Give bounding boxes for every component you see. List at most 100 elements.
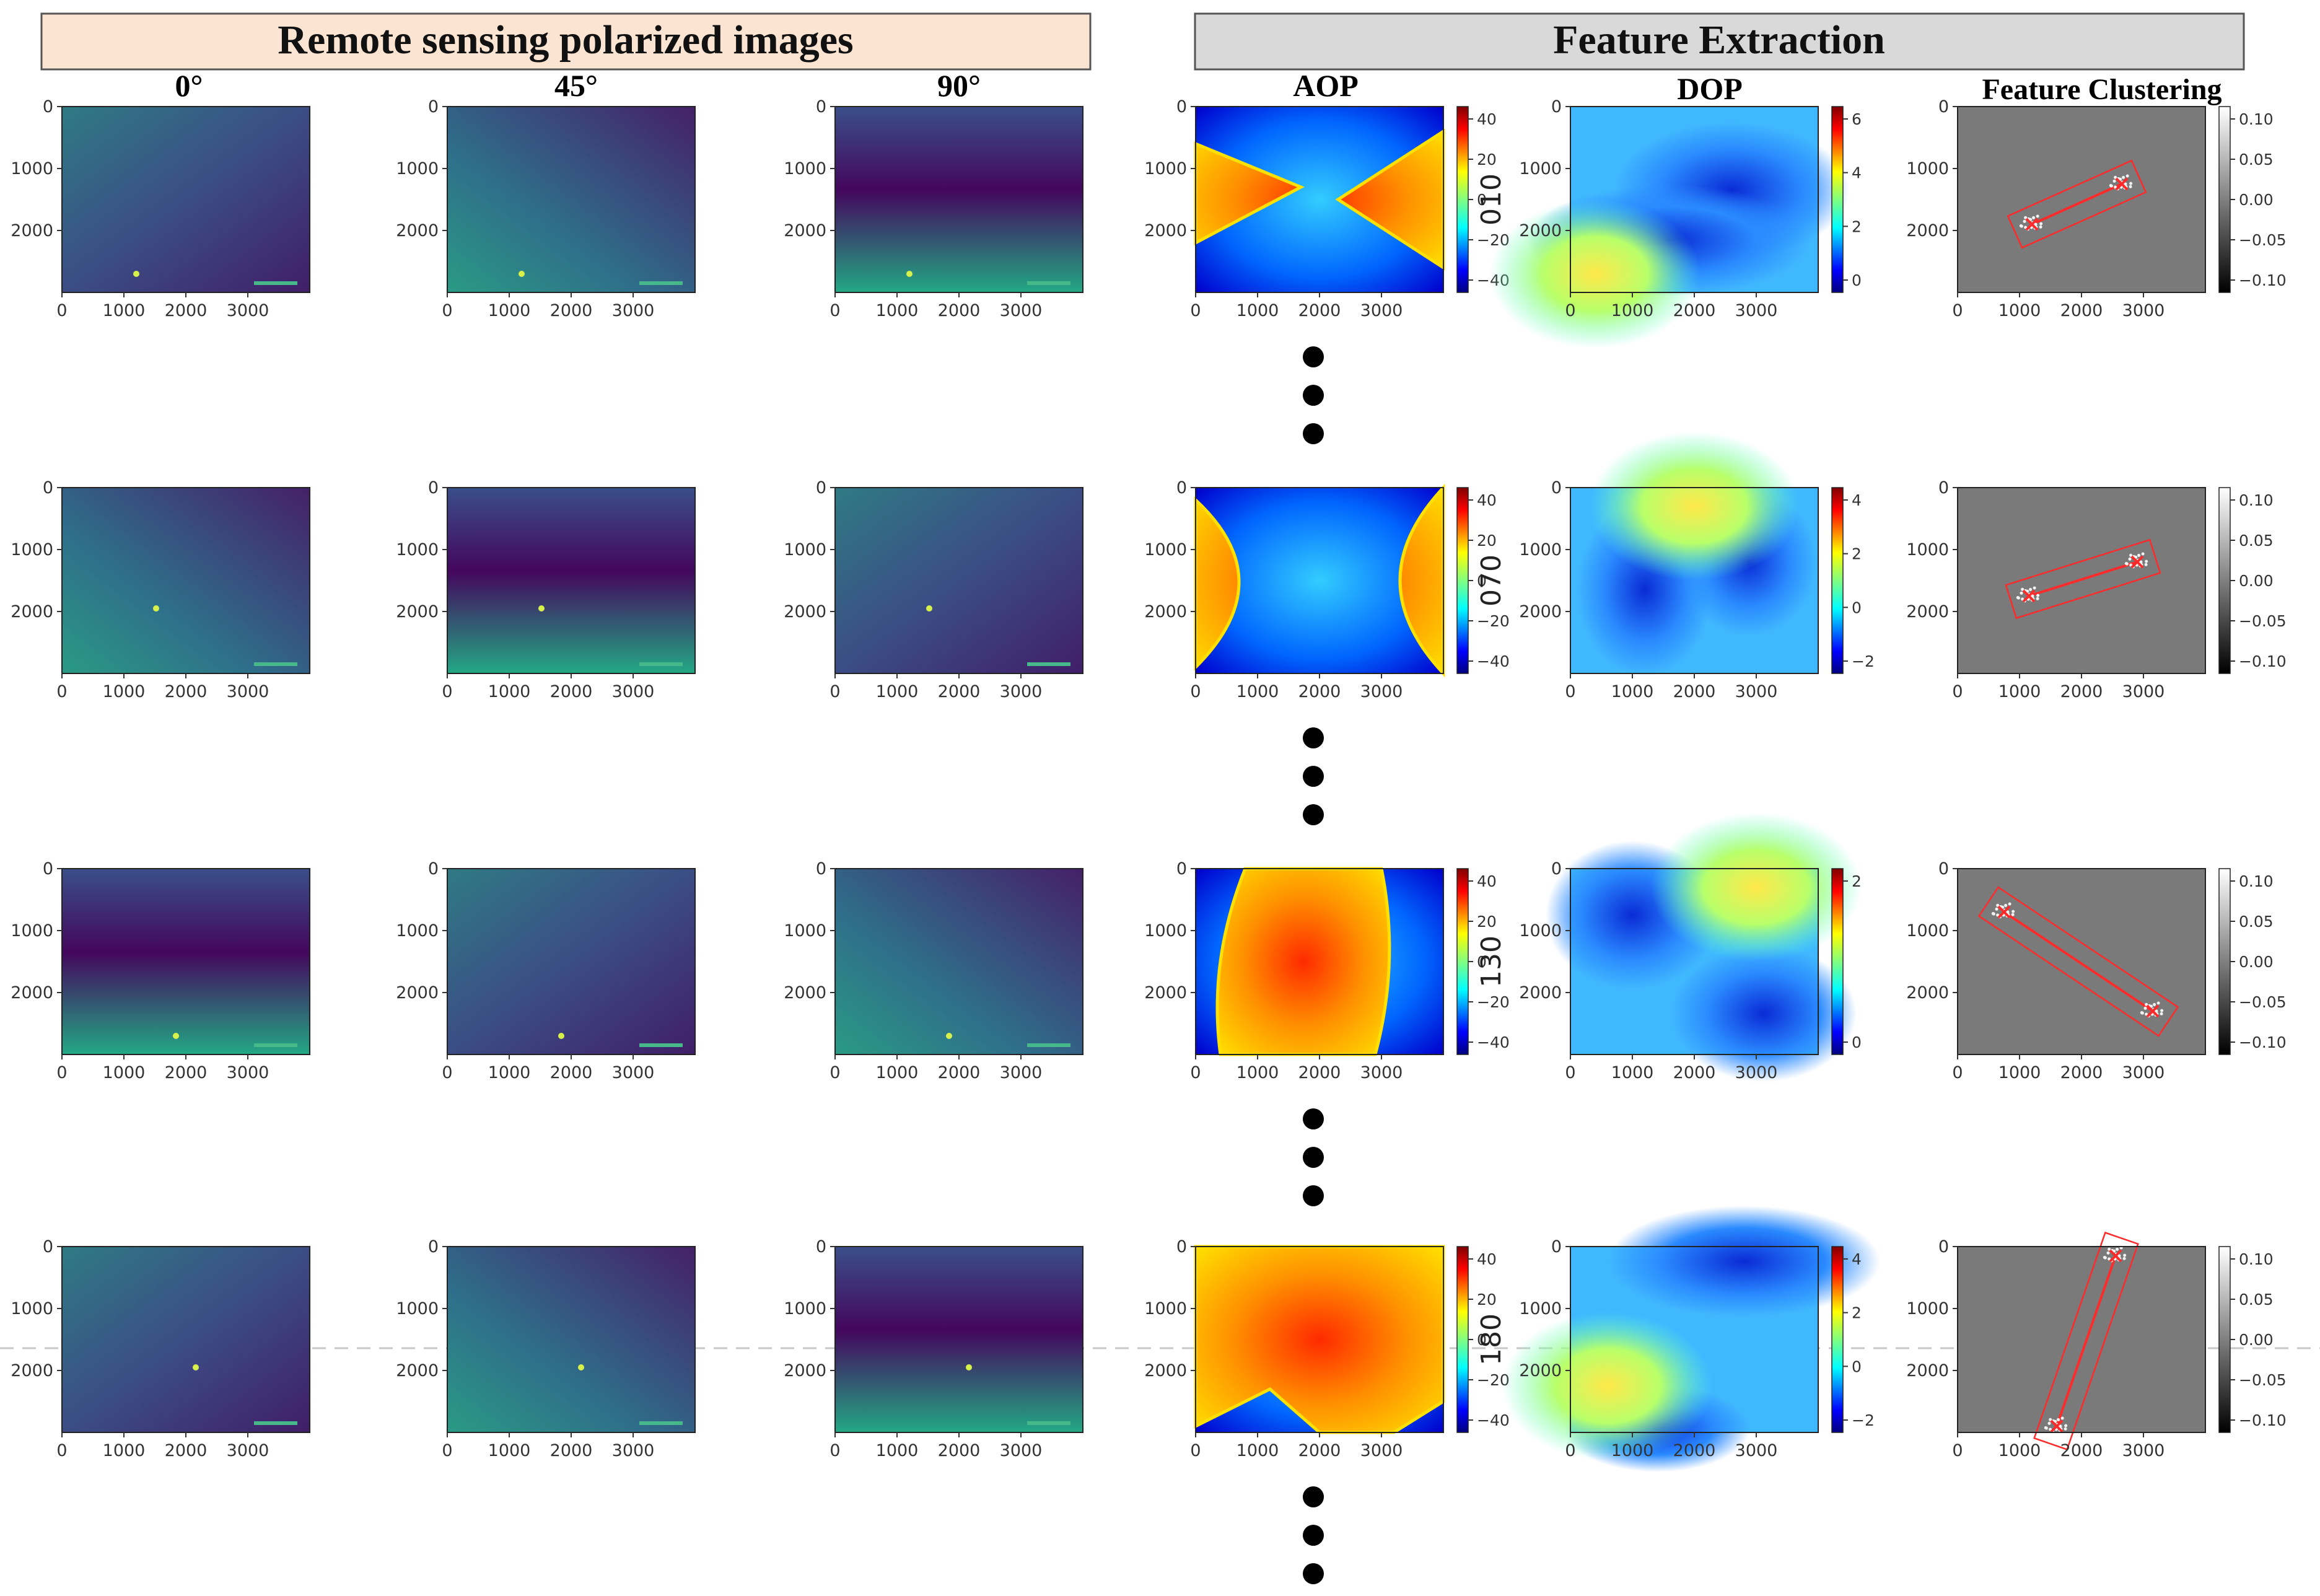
cluster-point [2024, 216, 2028, 219]
column-title-90deg: 90° [937, 68, 981, 103]
scale-bar [254, 1043, 297, 1047]
panel-dop: 0 1000 2000 0 1000 2000 3000 4 2 0 −2 [1502, 1206, 1880, 1472]
y-tick-label: 0 [1176, 97, 1187, 116]
cluster-point [2141, 552, 2145, 556]
angle-label: 180 [1476, 1313, 1507, 1366]
y-tick-label: 0 [816, 859, 826, 879]
cluster-point [2029, 587, 2033, 591]
x-tick-label: 1000 [1611, 301, 1654, 320]
cluster-point [2036, 597, 2039, 600]
panel-0deg: 0 1000 2000 0 1000 2000 3000 [11, 478, 310, 701]
cluster-point [2129, 182, 2133, 185]
x-tick-label: 2000 [165, 1063, 208, 1082]
x-tick-label: 0 [830, 1441, 840, 1460]
colorbar-tick-label: 0 [1852, 271, 1862, 289]
bright-speck [906, 271, 913, 277]
y-tick-label: 0 [816, 1237, 826, 1256]
dop-high-region [1490, 200, 1701, 348]
cluster-point [2125, 562, 2129, 566]
x-tick-label: 3000 [227, 682, 269, 701]
header-right-box: Feature Extraction [1194, 12, 2245, 71]
x-tick-label: 0 [1565, 1063, 1575, 1082]
colorbar-tick-label: 0.00 [2239, 191, 2274, 209]
x-tick-label: 3000 [1735, 1441, 1778, 1460]
cluster-bounding-box [2007, 159, 2147, 249]
y-tick-label: 2000 [396, 221, 439, 240]
header-right-title: Feature Extraction [1553, 17, 1885, 63]
x-tick-label: 1000 [1998, 1441, 2041, 1460]
dop-high-region [1502, 1312, 1713, 1460]
cluster-centroid-marker [2146, 1004, 2160, 1018]
colorbar-tick-label: 2 [1852, 545, 1862, 563]
cluster-centroid-marker [2022, 589, 2036, 603]
y-tick-label: 2000 [1144, 602, 1187, 621]
y-tick-label: 0 [1176, 1237, 1187, 1256]
colorbar-tick-label: 2 [1852, 217, 1862, 235]
scale-bar [254, 281, 297, 285]
y-tick-label: 0 [43, 478, 53, 498]
x-tick-label: 3000 [1360, 682, 1403, 701]
bright-speck [153, 605, 159, 612]
scale-bar [639, 1043, 683, 1047]
colorbar-tick-label: 40 [1477, 110, 1497, 128]
x-tick-label: 2000 [165, 682, 208, 701]
y-tick-label: 0 [1551, 1237, 1562, 1256]
x-tick-label: 0 [1952, 1441, 1963, 1460]
aop-colorbar [1456, 868, 1469, 1055]
x-tick-label: 1000 [103, 1441, 146, 1460]
header-left-title: Remote sensing polarized images [278, 17, 853, 63]
x-tick-label: 1000 [1998, 301, 2041, 320]
cluster-point [2129, 563, 2133, 567]
dop-low-region [1608, 1206, 1880, 1317]
column-title-0deg: 0° [175, 68, 203, 103]
scale-bar [639, 662, 683, 666]
y-tick-label: 0 [1938, 859, 1949, 879]
x-tick-label: 3000 [2122, 301, 2165, 320]
cluster-point [2114, 175, 2117, 179]
y-tick-label: 0 [816, 97, 826, 116]
y-tick-label: 2000 [1144, 221, 1187, 240]
ellipsis-dot [1303, 766, 1324, 787]
y-tick-label: 0 [1176, 478, 1187, 498]
x-tick-label: 1000 [103, 301, 146, 320]
y-tick-label: 1000 [1144, 540, 1187, 559]
scale-bar [1027, 1043, 1070, 1047]
cluster-point [2004, 903, 2008, 907]
header-left-box: Remote sensing polarized images [40, 12, 1092, 71]
cluster-point [2047, 1421, 2051, 1425]
colorbar-tick-label: −0.10 [2239, 1411, 2287, 1429]
y-tick-label: 0 [1938, 478, 1949, 498]
y-tick-label: 0 [428, 478, 439, 498]
scale-bar [639, 1421, 683, 1425]
bright-speck [193, 1364, 199, 1370]
cluster-centroid-marker [1997, 905, 2011, 919]
cluster-axis-line [2055, 1255, 2117, 1427]
y-tick-label: 0 [43, 859, 53, 879]
y-tick-label: 0 [1176, 859, 1187, 879]
x-tick-label: 3000 [227, 1441, 269, 1460]
aop-colorbar [1456, 1246, 1469, 1433]
x-tick-label: 0 [442, 1063, 452, 1082]
y-tick-label: 2000 [11, 1361, 53, 1380]
y-tick-label: 1000 [396, 159, 439, 178]
cluster-point [2160, 1009, 2164, 1012]
y-tick-label: 0 [1551, 859, 1562, 879]
colorbar-tick-label: −20 [1477, 993, 1510, 1011]
cluster-point [2145, 1012, 2148, 1016]
x-tick-label: 1000 [876, 1063, 919, 1082]
x-tick-label: 2000 [1673, 682, 1716, 701]
x-tick-label: 0 [1565, 301, 1575, 320]
panel-0deg: 0 1000 2000 0 1000 2000 3000 [11, 1237, 310, 1460]
y-tick-label: 0 [1938, 97, 1949, 116]
cluster-point [2036, 214, 2039, 218]
dop-high-region [1589, 432, 1800, 581]
x-tick-label: 0 [1565, 682, 1575, 701]
x-tick-label: 1000 [1237, 682, 1279, 701]
cluster-point [2049, 1427, 2052, 1431]
y-tick-label: 2000 [784, 602, 826, 621]
scale-bar [1027, 281, 1070, 285]
